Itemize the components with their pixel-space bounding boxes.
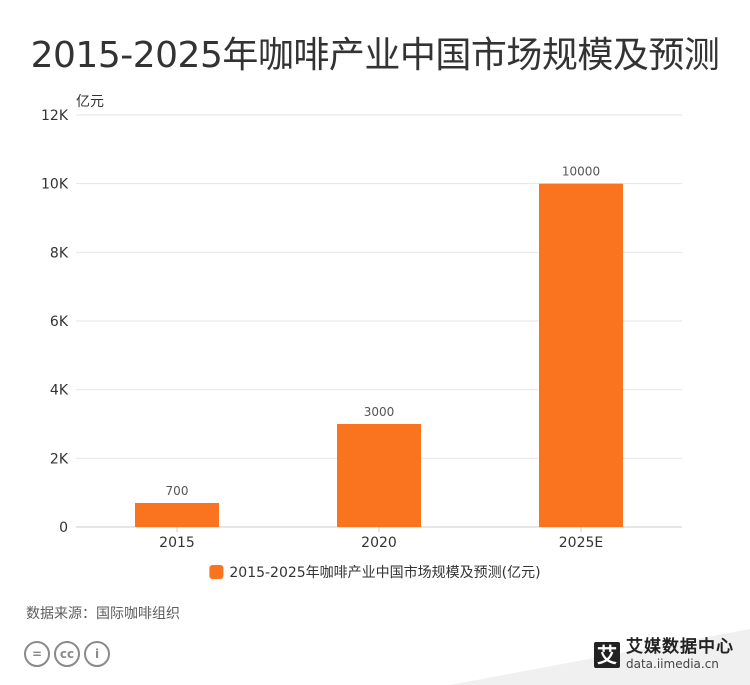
x-tick-label: 2020 <box>361 535 397 551</box>
cc-equal-icon: = <box>24 641 50 667</box>
x-tick-label: 2025E <box>559 535 603 551</box>
bar <box>135 502 219 527</box>
y-tick-label: 10K <box>41 177 69 193</box>
brand-name: 艾媒数据中心 <box>626 637 734 657</box>
y-tick-label: 2K <box>50 451 69 467</box>
y-tick-label: 12K <box>41 108 69 124</box>
y-axis-unit-label: 亿元 <box>76 94 104 110</box>
y-tick-label: 0 <box>59 520 68 536</box>
cc-icon: cc <box>54 641 80 667</box>
x-tick-label: 2015 <box>159 535 195 551</box>
legend-label: 2015-2025年咖啡产业中国市场规模及预测(亿元) <box>229 564 540 581</box>
chart-title: 2015-2025年咖啡产业中国市场规模及预测 <box>30 35 720 76</box>
license-icons: = cc i <box>24 641 110 667</box>
legend-swatch <box>209 565 224 579</box>
y-tick-label: 8K <box>50 245 69 261</box>
data-label: 10000 <box>562 165 600 179</box>
source-note: 数据来源：国际咖啡组织 <box>26 606 180 622</box>
brand-url: data.iimedia.cn <box>626 657 719 671</box>
chart-svg: 0 2K 4K 6K 8K 10K 12K 亿元 700 2015 3000 2020 10000 202… <box>41 94 682 581</box>
y-tick-label: 6K <box>50 314 69 330</box>
cc-person-icon: i <box>84 641 110 667</box>
y-tick-label: 4K <box>50 383 69 399</box>
data-label: 700 <box>166 484 189 498</box>
bar <box>337 424 421 527</box>
brand-logo-icon: 艾 <box>594 641 620 668</box>
data-label: 3000 <box>364 405 395 419</box>
brand-watermark: 艾 艾媒数据中心 data.iimedia.cn <box>594 639 734 670</box>
bar <box>539 183 623 527</box>
